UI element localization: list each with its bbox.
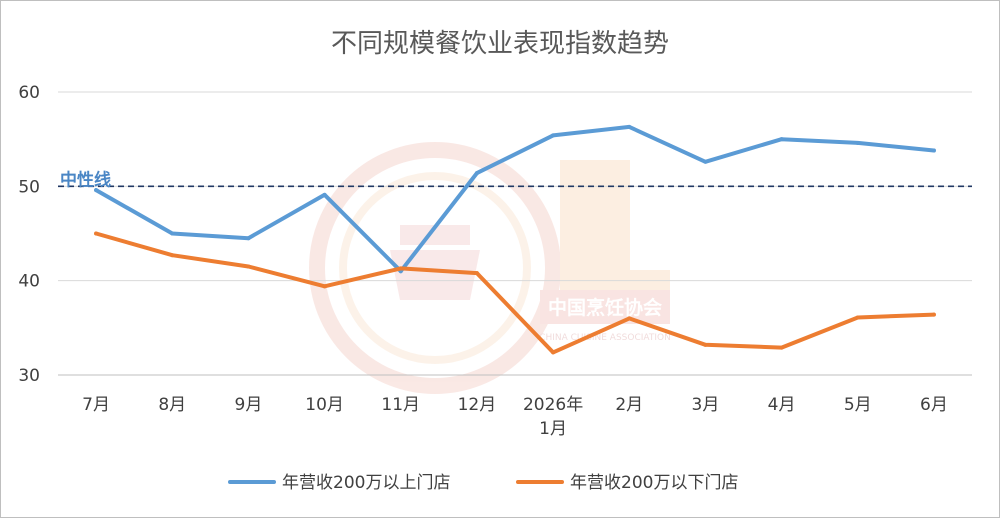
data-point	[931, 148, 936, 153]
data-point	[855, 140, 860, 145]
data-point	[703, 159, 708, 164]
x-tick-label: 11月	[381, 395, 420, 415]
x-tick-label: 5月	[844, 395, 872, 415]
watermark-text: 中国烹饪协会	[548, 296, 662, 319]
x-tick-label: 3月	[692, 395, 720, 415]
y-tick-label: 40	[18, 272, 40, 292]
x-tick-label: 12月	[458, 395, 497, 415]
x-tick-label: 9月	[235, 395, 263, 415]
series-lines	[94, 124, 936, 355]
data-point	[94, 188, 99, 193]
y-axis: 30 40 50 60	[18, 83, 40, 386]
y-tick-label: 50	[18, 177, 40, 197]
data-point	[94, 231, 99, 236]
x-axis: 7月 8月 9月 10月 11月 12月 2026年 1月 2月 3月 4月 5月 6月	[82, 395, 948, 439]
chart-title: 不同规模餐饮业表现指数趋势	[331, 29, 669, 59]
x-tick-label: 10月	[305, 395, 344, 415]
data-point	[474, 171, 479, 176]
y-tick-label: 60	[18, 83, 40, 103]
data-point	[703, 342, 708, 347]
data-point	[551, 350, 556, 355]
legend-label-1: 年营收200万以上门店	[282, 473, 450, 493]
x-tick-label: 6月	[920, 395, 948, 415]
data-point	[931, 312, 936, 317]
data-point	[170, 253, 175, 258]
neutral-line: 中性线	[58, 169, 972, 190]
neutral-line-label: 中性线	[60, 169, 111, 190]
data-point	[246, 264, 251, 269]
data-point	[627, 124, 632, 129]
x-tick-label: 4月	[768, 395, 796, 415]
x-tick-label: 7月	[82, 395, 110, 415]
data-point	[398, 266, 403, 271]
data-point	[170, 231, 175, 236]
legend-label-2: 年营收200万以下门店	[570, 473, 738, 493]
data-point	[246, 236, 251, 241]
series-line-1	[94, 124, 936, 274]
data-point	[779, 345, 784, 350]
x-tick-label: 8月	[158, 395, 186, 415]
data-point	[322, 192, 327, 197]
data-point	[627, 316, 632, 321]
data-point	[855, 315, 860, 320]
x-tick-label: 1月	[539, 419, 567, 439]
x-tick-label: 2月	[615, 395, 643, 415]
x-tick-label: 2026年	[523, 395, 583, 415]
series-line-2	[94, 231, 936, 355]
y-tick-label: 30	[18, 366, 40, 386]
data-point	[322, 284, 327, 289]
data-point	[474, 271, 479, 276]
data-point	[551, 133, 556, 138]
watermark-subtext: CHINA CUISINE ASSOCIATION	[539, 333, 671, 343]
watermark-logo: 中国烹饪协会 CHINA CUISINE ASSOCIATION	[309, 142, 671, 394]
legend: 年营收200万以上门店 年营收200万以下门店	[228, 473, 738, 493]
data-point	[779, 137, 784, 142]
